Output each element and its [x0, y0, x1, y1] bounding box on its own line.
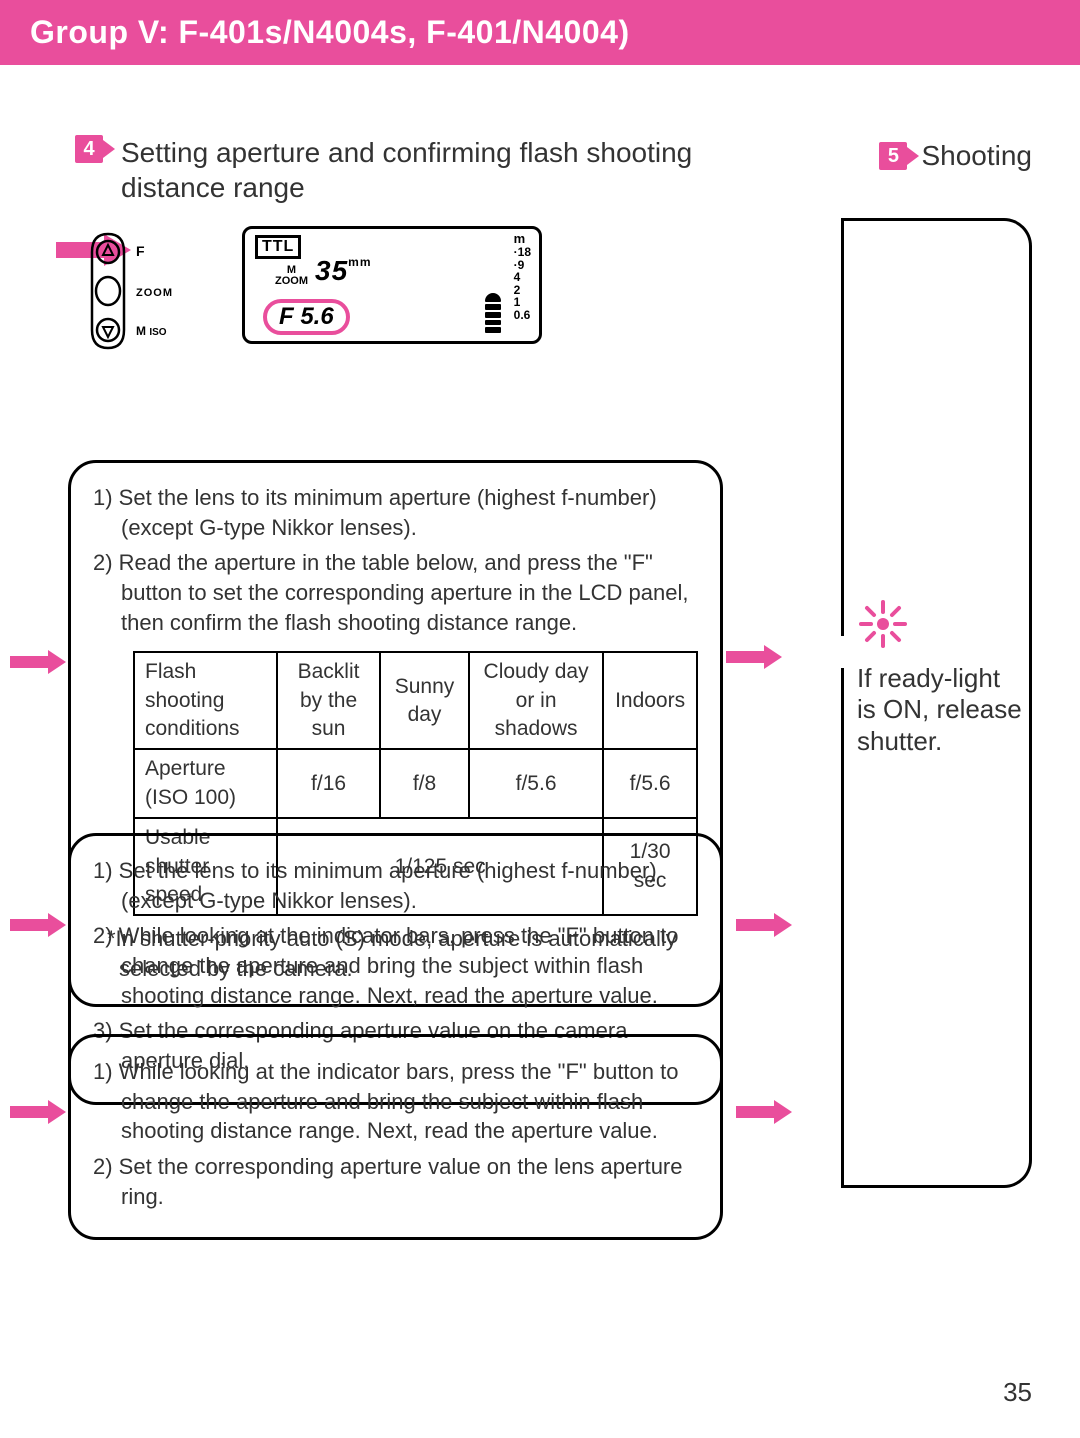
step4-marker: 4	[75, 135, 103, 163]
box3-step1: 1) While looking at the indicator bars, …	[93, 1057, 698, 1146]
box3-step2: 2) Set the corresponding aperture value …	[93, 1152, 698, 1211]
flash-back-buttons: F ZOOM M ISO	[88, 226, 218, 361]
shooting-column-left-border	[841, 218, 844, 1188]
page-number: 35	[1003, 1377, 1032, 1408]
flow-arrow-icon	[736, 913, 792, 942]
flow-arrow-icon	[10, 650, 66, 679]
page-header: Group V: F-401s/N4004s, F-401/N4004)	[0, 0, 1080, 65]
box2-step2: 2) While looking at the indicator bars, …	[93, 921, 698, 1010]
lcd-ttl-indicator: TTL	[255, 235, 301, 259]
lcd-aperture-value: F 5.6	[263, 299, 350, 335]
lcd-panel: TTL MZOOM 35mm F 5.6 m ·18 ·9 4 2 1 0.6	[242, 226, 542, 344]
instruction-box-3: 1) While looking at the indicator bars, …	[68, 1034, 723, 1240]
step5-marker: 5	[879, 142, 907, 170]
box1-step2: 2) Read the aperture in the table below,…	[93, 548, 698, 637]
zoom-button-label: ZOOM	[136, 287, 173, 299]
f-button-label: F	[136, 243, 145, 259]
box2-step1: 1) Set the lens to its minimum aperture …	[93, 856, 698, 915]
flash-illustration: F ZOOM M ISO TTL MZOOM 35mm F 5.6 m ·18 …	[88, 226, 542, 361]
table-cell: f/8	[380, 749, 469, 818]
lcd-mzoom: MZOOM	[275, 265, 308, 287]
table-cell: Backlit by the sun	[277, 652, 380, 749]
flow-arrow-icon	[10, 913, 66, 942]
miso-button-label: M ISO	[136, 324, 167, 338]
step4-heading: 4 Setting aperture and confirming flash …	[75, 135, 721, 205]
lcd-focal-length: 35mm	[315, 255, 372, 287]
flow-arrow-icon	[10, 1100, 66, 1129]
table-header-aperture: Aperture (ISO 100)	[134, 749, 277, 818]
table-cell: f/5.6	[469, 749, 603, 818]
flow-arrow-icon	[726, 645, 782, 674]
ready-light-icon	[859, 600, 1022, 655]
shooting-instruction: If ready-light is ON, release shutter.	[857, 600, 1022, 757]
lcd-bar-indicator	[485, 291, 501, 333]
table-cell: Sunny day	[380, 652, 469, 749]
table-cell: f/16	[277, 749, 380, 818]
table-cell: Indoors	[603, 652, 697, 749]
table-cell: f/5.6	[603, 749, 697, 818]
table-cell: Cloudy day or in shadows	[469, 652, 603, 749]
step5-heading: 5 Shooting	[879, 140, 1032, 172]
step5-title: Shooting	[921, 140, 1032, 172]
table-header-conditions: Flash shooting conditions	[134, 652, 277, 749]
step4-title: Setting aperture and confirming flash sh…	[121, 135, 721, 205]
lcd-distance-scale: m ·18 ·9 4 2 1 0.6	[514, 231, 531, 322]
flow-arrow-icon	[736, 1100, 792, 1129]
box1-step1: 1) Set the lens to its minimum aperture …	[93, 483, 698, 542]
